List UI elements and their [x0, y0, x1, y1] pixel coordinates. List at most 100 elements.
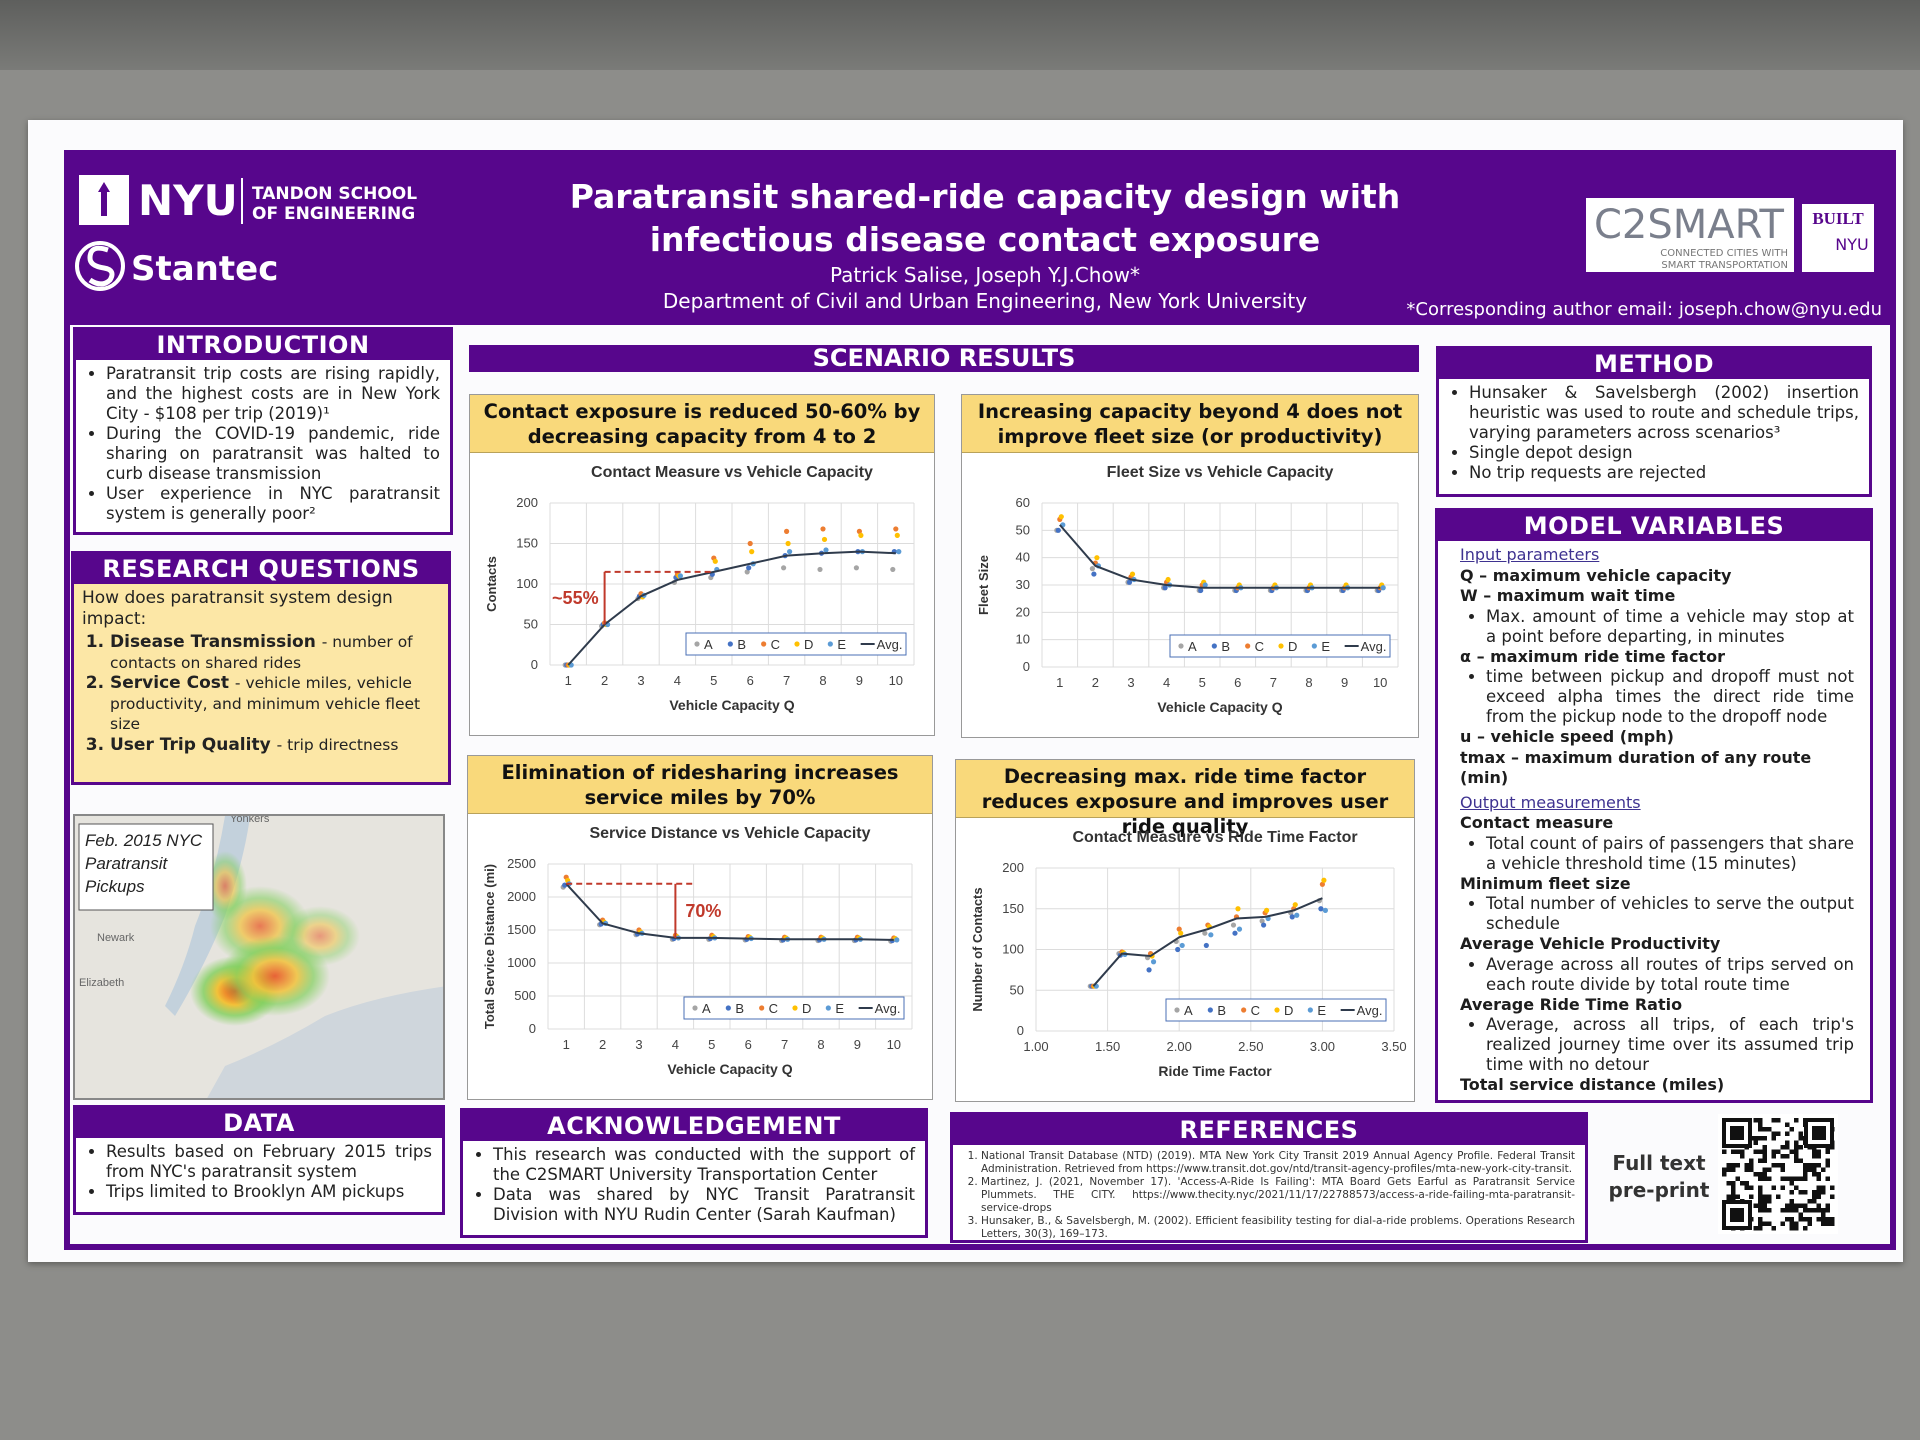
qr-module [1803, 1217, 1808, 1222]
qr-module [1767, 1221, 1772, 1226]
y-axis-label: Fleet Size [976, 555, 991, 615]
qr-module [1758, 1172, 1763, 1177]
qr-module [1789, 1149, 1794, 1154]
bullet-list: Paratransit trip costs are rising rapidl… [84, 364, 440, 524]
heat-area [280, 906, 360, 966]
x-tick-label: 6 [1234, 675, 1241, 690]
data-point [1146, 967, 1152, 973]
stantec-mark [87, 245, 115, 287]
legend-label: B [735, 1001, 744, 1016]
data-point [1091, 571, 1097, 577]
chart-title: Fleet Size vs Vehicle Capacity [1107, 464, 1334, 481]
qr-module [1816, 1154, 1821, 1159]
bullet: Results based on February 2015 trips fro… [106, 1142, 432, 1182]
reference-list: National Transit Database (NTD) (2019). … [959, 1150, 1575, 1241]
panel-heading: Contact exposure is reduced 50-60% by de… [470, 395, 934, 453]
qr-module [1825, 1163, 1830, 1168]
header-band: NYU TANDON SCHOOL OF ENGINEERING Stantec… [64, 150, 1896, 325]
x-tick-label: 7 [783, 673, 790, 688]
note: Total number of vehicles to serve the ou… [1486, 894, 1854, 934]
qr-module [1825, 1203, 1830, 1208]
stantec-text: Stantec [131, 249, 278, 289]
subheading: Output measurements [1460, 792, 1641, 812]
qr-module [1825, 1158, 1830, 1163]
qr-module [1812, 1208, 1817, 1213]
y-tick-label: 500 [514, 988, 536, 1003]
qr-module [1767, 1127, 1772, 1132]
data-point [853, 565, 859, 571]
qr-module [1771, 1149, 1776, 1154]
question: Service Cost - vehicle miles, vehicle pr… [110, 673, 438, 735]
x-tick-label: 10 [1373, 675, 1387, 690]
legend-marker [1311, 643, 1317, 649]
qr-module [1785, 1203, 1790, 1208]
x-tick-label: 8 [819, 673, 826, 688]
preprint-text: pre-print [1608, 1178, 1710, 1202]
qr-module [1789, 1127, 1794, 1132]
data-point [785, 540, 791, 547]
panel-heading: Elimination of ridesharing increases ser… [468, 756, 932, 814]
qr-module [1758, 1118, 1763, 1123]
variable-term: u – vehicle speed (mph) [1460, 727, 1674, 746]
qr-module [1798, 1190, 1803, 1195]
method: METHOD Hunsaker & Savelsbergh (2002) ins… [1436, 346, 1872, 497]
qr-module [1798, 1217, 1803, 1222]
qr-module [1812, 1149, 1817, 1154]
data-point [784, 528, 790, 534]
qr-module [1762, 1203, 1767, 1208]
legend-marker [761, 641, 767, 647]
legend-marker [1207, 1007, 1213, 1013]
title: infectious disease contact exposure [650, 220, 1321, 259]
legend-marker [1241, 1007, 1247, 1013]
legend-label: D [802, 1001, 811, 1016]
legend-label: E [837, 637, 846, 652]
qr-module [1789, 1203, 1794, 1208]
qr-module [1771, 1185, 1776, 1190]
qr-module [1753, 1203, 1758, 1208]
qr-module [1812, 1172, 1817, 1177]
data-point [1165, 576, 1171, 583]
x-tick-label: 6 [747, 673, 754, 688]
qr-module [1758, 1176, 1763, 1181]
x-tick-label: 4 [672, 1037, 679, 1052]
qr-module [1821, 1185, 1826, 1190]
qr-module [1794, 1226, 1799, 1231]
qr-module [1821, 1208, 1826, 1213]
qr-module [1758, 1226, 1763, 1231]
qr-module [1789, 1181, 1794, 1186]
result-panel: Decreasing max. ride time factor reduces… [955, 759, 1415, 1102]
qr-module [1807, 1221, 1812, 1226]
qr-module [1794, 1158, 1799, 1163]
qr-module [1821, 1190, 1826, 1195]
data-point [1202, 582, 1208, 588]
data-point [1058, 514, 1064, 520]
bullet: This research was conducted with the sup… [493, 1145, 915, 1185]
qr-module [1722, 1172, 1727, 1177]
place-label: Newark [97, 932, 135, 944]
qr-module [1812, 1194, 1817, 1199]
qr-module [1771, 1226, 1776, 1231]
torch-icon [98, 182, 110, 216]
qr-module [1816, 1190, 1821, 1195]
x-tick-label: 2 [601, 673, 608, 688]
data-point [1321, 877, 1327, 883]
variable-term: Minimum fleet size [1460, 873, 1631, 893]
qr-module [1794, 1203, 1799, 1208]
qr-module [1731, 1185, 1736, 1190]
qr-module [1807, 1163, 1812, 1168]
data-point [1235, 906, 1241, 912]
qr-module [1726, 1181, 1731, 1186]
qr-module [1780, 1145, 1785, 1150]
x-tick-label: 1 [1056, 675, 1063, 690]
x-tick-label: 5 [710, 673, 717, 688]
qr-module [1812, 1167, 1817, 1172]
map: Feb. 2015 NYC Paratransit Pickups Yonker… [73, 814, 445, 1100]
legend-label: A [1184, 1003, 1193, 1018]
qr-module [1780, 1208, 1785, 1213]
qr-module [1789, 1199, 1794, 1204]
data-point [894, 937, 900, 943]
qr-module [1740, 1181, 1745, 1186]
bullet: Single depot design [1469, 443, 1859, 463]
x-tick-label: 4 [1163, 675, 1170, 690]
